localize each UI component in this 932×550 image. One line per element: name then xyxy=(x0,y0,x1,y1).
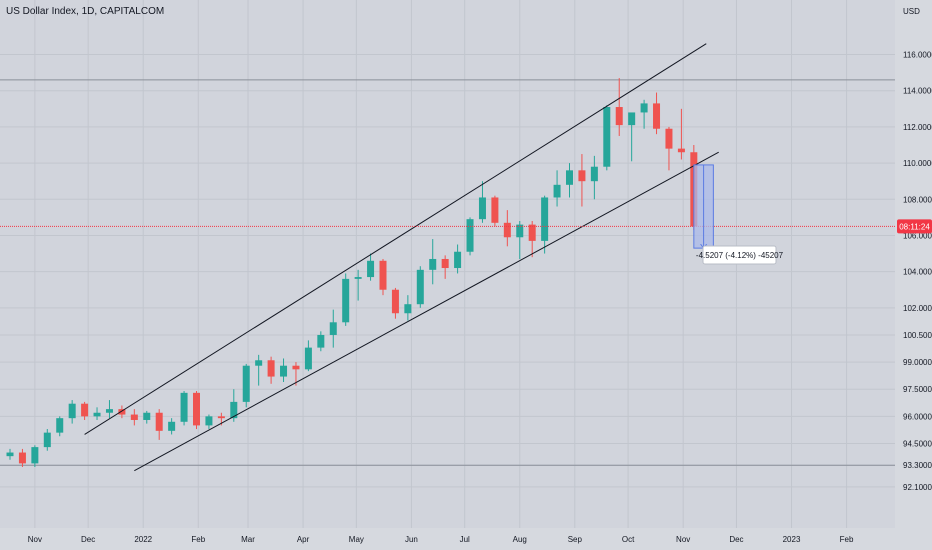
candle-body xyxy=(317,334,325,348)
y-tick-label: 106.0000 xyxy=(903,231,932,240)
measure-label-box xyxy=(702,245,777,265)
candle-body xyxy=(118,409,126,415)
candle-body xyxy=(292,365,300,370)
candle-body xyxy=(404,304,412,314)
y-tick-label: 96.0000 xyxy=(903,412,932,421)
candle-body xyxy=(416,269,424,305)
x-tick-label: Jul xyxy=(460,535,470,544)
measure-label-text: -4.5207 (-4.12%) -45207 xyxy=(696,251,784,260)
x-tick-label: Dec xyxy=(729,535,743,544)
x-tick-label: Nov xyxy=(28,535,42,544)
candle-body xyxy=(454,251,462,269)
current-price-badge xyxy=(897,219,932,234)
candle-body xyxy=(180,392,188,422)
candle-body xyxy=(354,277,362,279)
candle-body xyxy=(43,432,51,448)
candle-body xyxy=(280,365,288,377)
x-tick-label: Nov xyxy=(676,535,690,544)
candle-body xyxy=(503,222,511,238)
candle-body xyxy=(615,107,623,126)
candle-body xyxy=(217,416,225,419)
y-tick-label: 104.0000 xyxy=(903,268,932,277)
candle-body xyxy=(565,170,573,185)
x-tick-label: Apr xyxy=(297,535,310,544)
candle-body xyxy=(81,403,89,417)
candle-body xyxy=(553,184,561,198)
candle-body xyxy=(130,414,138,420)
candle-body xyxy=(242,365,250,402)
candle-body xyxy=(192,392,200,426)
candle-body xyxy=(516,224,524,238)
candle-body xyxy=(6,452,14,457)
x-tick-label: 2023 xyxy=(783,535,801,544)
current-price-badge-text: 08:11:24 xyxy=(899,222,930,231)
y-tick-label: 102.0000 xyxy=(903,304,932,313)
y-tick-label: 112.0000 xyxy=(903,123,932,132)
candle-body xyxy=(31,447,39,464)
candle-body xyxy=(168,421,176,431)
x-tick-label: 2022 xyxy=(134,535,152,544)
candle-body xyxy=(578,170,586,182)
candle-body xyxy=(342,278,350,323)
currency-label: USD xyxy=(903,7,920,16)
y-tick-label: 93.3000 xyxy=(903,461,932,470)
x-tick-label: Sep xyxy=(568,535,583,544)
candle-body xyxy=(478,197,486,220)
candle-body xyxy=(653,103,661,129)
candle-body xyxy=(391,289,399,314)
x-tick-label: Mar xyxy=(241,535,255,544)
x-tick-label: Oct xyxy=(622,535,635,544)
candle-body xyxy=(230,401,238,419)
candle-body xyxy=(367,260,375,278)
time-axis-panel xyxy=(0,528,895,550)
candle-body xyxy=(441,258,449,269)
candle-body xyxy=(18,452,26,464)
candle-body xyxy=(143,412,151,420)
candle-body xyxy=(68,403,76,419)
y-tick-label: 99.0000 xyxy=(903,358,932,367)
candle-body xyxy=(205,416,213,426)
x-tick-label: Feb xyxy=(840,535,854,544)
channel-lower-line xyxy=(134,151,719,472)
candle-body xyxy=(541,197,549,241)
candle-body xyxy=(429,258,437,270)
candle-body xyxy=(640,103,648,113)
y-tick-label: 94.5000 xyxy=(903,439,932,448)
candle-body xyxy=(665,128,673,149)
channel-upper-line xyxy=(84,43,707,435)
candle-body xyxy=(56,418,64,433)
candle-body xyxy=(528,224,536,241)
candle-body xyxy=(590,166,598,182)
x-tick-label: Aug xyxy=(513,535,527,544)
candle-body xyxy=(267,360,275,377)
plot-area xyxy=(0,0,895,550)
candle-body xyxy=(466,219,474,252)
candle-body xyxy=(304,347,312,370)
symbol-title: US Dollar Index, 1D, CAPITALCOM xyxy=(6,6,165,17)
candle-body xyxy=(603,107,611,167)
x-tick-label: May xyxy=(349,535,364,544)
x-tick-label: Jun xyxy=(405,535,418,544)
candle-body xyxy=(155,412,163,431)
price-axis-panel xyxy=(895,0,932,550)
candle-body xyxy=(677,148,685,153)
y-tick-label: 97.5000 xyxy=(903,385,932,394)
candle-body xyxy=(105,409,113,413)
y-tick-label: 116.0000 xyxy=(903,51,932,60)
candle-body xyxy=(491,197,499,223)
y-tick-label: 108.0000 xyxy=(903,195,932,204)
candle-body xyxy=(255,360,263,366)
y-tick-label: 92.1000 xyxy=(903,483,932,492)
x-tick-label: Feb xyxy=(191,535,205,544)
candle-body xyxy=(379,260,387,290)
x-tick-label: Dec xyxy=(81,535,95,544)
y-tick-label: 114.0000 xyxy=(903,87,932,96)
candle-body xyxy=(628,112,636,126)
y-tick-label: 100.5000 xyxy=(903,331,932,340)
candle-body xyxy=(93,412,101,417)
candle-body xyxy=(329,322,337,335)
y-tick-label: 110.0000 xyxy=(903,159,932,168)
